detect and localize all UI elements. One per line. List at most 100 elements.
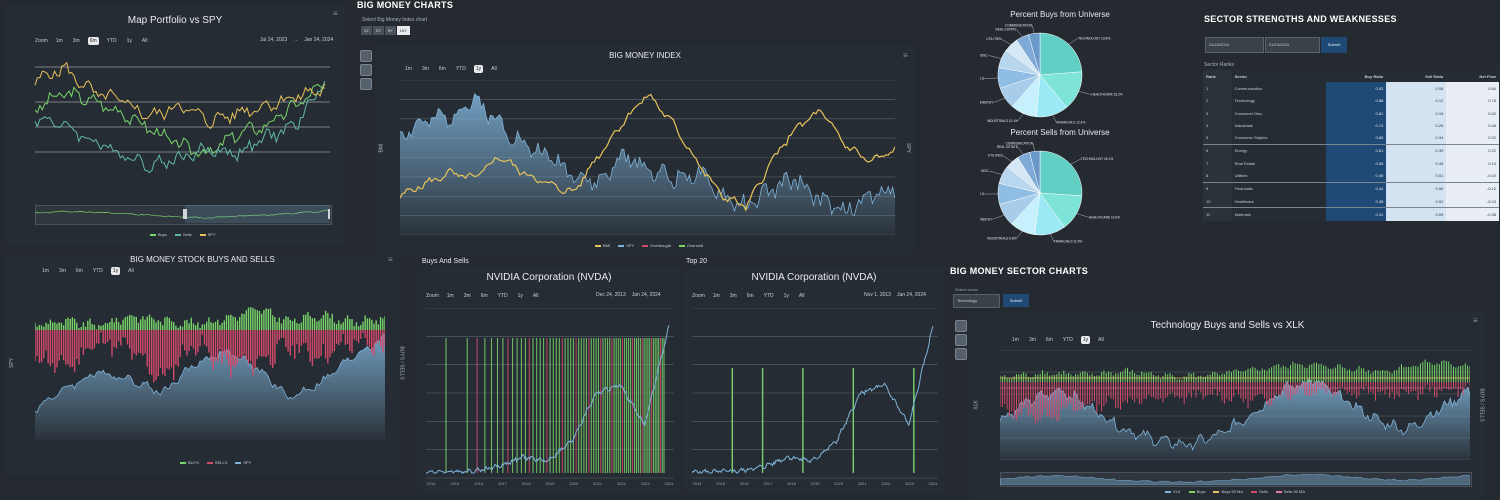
legend-buys[interactable]: BUYS xyxy=(180,460,199,465)
zoom-ytd-button[interactable]: YTD xyxy=(455,66,466,72)
menu-icon[interactable]: ≡ xyxy=(388,255,393,264)
segment-1y[interactable]: 1Y xyxy=(361,26,372,35)
table-row[interactable]: 10 Healthcare 0.38 0.62 -0.24 xyxy=(1203,194,1499,209)
date-from-input[interactable]: Nov 1, 2013 xyxy=(864,292,891,298)
table-row[interactable]: 1 Communication 0.92 0.08 0.84 xyxy=(1203,82,1499,95)
legend-sells[interactable]: SELLS xyxy=(206,460,227,465)
legend-xlk[interactable]: XLK xyxy=(1165,489,1181,494)
zoom-all-button[interactable]: All xyxy=(128,268,134,274)
zoom-6m-button[interactable]: 6m xyxy=(87,37,99,45)
table-row[interactable]: 2 Technology 0.88 0.12 0.76 xyxy=(1203,94,1499,107)
sells-pie-chart[interactable]: TECHNOLOGY 26.1% HEALTHCARE 14.0% FINANCIA… xyxy=(980,138,1150,248)
col-sector[interactable]: Sector xyxy=(1231,70,1327,83)
zoom-3m-button[interactable]: 3m xyxy=(72,38,80,44)
bigmoney-chart[interactable] xyxy=(400,80,895,235)
zoom-1y-button[interactable]: 1y xyxy=(110,267,121,275)
zoom-1y-button[interactable]: 1y xyxy=(1080,336,1091,344)
sector-select[interactable]: Technology xyxy=(953,294,1000,308)
menu-icon[interactable]: ≡ xyxy=(903,51,908,60)
legend-buys[interactable]: Buys xyxy=(150,232,167,237)
table-row[interactable]: 8 Utilities 0.49 0.51 -0.02 xyxy=(1203,169,1499,183)
legend-spy[interactable]: SPY xyxy=(618,243,634,248)
segment-2y[interactable]: 2Y xyxy=(372,26,384,35)
sector-date-input-1[interactable]: 01/24/2024 xyxy=(1205,37,1264,53)
zoom-ytd-button[interactable]: YTD xyxy=(92,268,103,274)
date-to-input[interactable]: Jan 24, 2024 xyxy=(304,37,334,43)
zoom-1y-button[interactable]: 1y xyxy=(783,293,789,299)
sector-submit-button[interactable]: Submit xyxy=(1321,37,1347,53)
table-row[interactable]: 11 Materials 0.31 0.69 -0.38 xyxy=(1203,207,1499,221)
zoom-all-button[interactable]: All xyxy=(798,293,805,299)
zoom-1m-button[interactable]: 1m xyxy=(55,38,63,44)
legend-bmi[interactable]: BMI xyxy=(595,243,610,248)
legend-buys-ma[interactable]: Buys 50 MA xyxy=(1213,489,1243,494)
zoom-all-button[interactable]: All xyxy=(1098,337,1104,343)
pan-icon[interactable] xyxy=(955,334,967,346)
zoom-1y-button[interactable]: 1y xyxy=(126,38,132,44)
menu-icon[interactable]: ≡ xyxy=(333,9,338,18)
stock-buys-chart[interactable] xyxy=(35,285,385,440)
table-row[interactable]: 7 Real Estate 0.55 0.45 0.10 xyxy=(1203,157,1499,170)
zoom-3m-button[interactable]: 3m xyxy=(729,293,737,299)
legend-oversold[interactable]: Oversold xyxy=(679,243,703,248)
pan-icon[interactable] xyxy=(360,64,372,76)
nvda2-chart[interactable]: 2014 2015 2016 2017 2018 2019 2020 2021 2022 2023… xyxy=(692,308,938,488)
zoom-1m-button[interactable]: 1m xyxy=(405,66,412,72)
nvda1-chart[interactable]: 2014 2015 2016 2017 2018 2019 2020 2021 2022 2023… xyxy=(426,308,674,488)
legend-sells[interactable]: Sells xyxy=(1251,489,1268,494)
menu-icon[interactable]: ≡ xyxy=(1473,316,1478,325)
zoom-3m-button[interactable]: 3m xyxy=(58,268,66,274)
portfolio-chart[interactable] xyxy=(30,47,330,197)
zoom-3m-button[interactable]: 3m xyxy=(421,66,429,72)
date-to-input[interactable]: Jan 24, 2024 xyxy=(896,292,926,298)
zoom-ytd-button[interactable]: YTD xyxy=(106,38,117,44)
col-buy-ratio[interactable]: Buy Ratio xyxy=(1326,70,1387,83)
col-rank[interactable]: Rank xyxy=(1203,70,1232,83)
date-from-input[interactable]: Dec 24, 2013 xyxy=(596,292,626,298)
table-row[interactable]: 6 Energy 0.61 0.39 0.22 xyxy=(1203,144,1499,158)
zoom-6m-button[interactable]: 6m xyxy=(1045,337,1053,343)
zoom-1m-button[interactable]: 1m xyxy=(1012,337,1019,343)
zoom-3m-button[interactable]: 3m xyxy=(463,293,471,299)
zoom-icon[interactable] xyxy=(360,50,372,62)
table-row[interactable]: 4 Industrials 0.74 0.26 0.48 xyxy=(1203,119,1499,132)
home-icon[interactable] xyxy=(955,348,967,360)
zoom-6m-button[interactable]: 6m xyxy=(438,66,446,72)
zoom-3m-button[interactable]: 3m xyxy=(1028,337,1036,343)
sector-chart-submit-button[interactable]: Submit xyxy=(1003,294,1029,307)
zoom-6m-button[interactable]: 6m xyxy=(480,293,488,299)
legend-buys[interactable]: Buys xyxy=(1188,489,1205,494)
legend-sells-ma[interactable]: Sells 50 MA xyxy=(1275,489,1305,494)
legend-overbought[interactable]: Overbought xyxy=(642,243,671,248)
legend-spy[interactable]: SPY xyxy=(235,460,251,465)
sector-chart[interactable] xyxy=(1000,350,1470,460)
table-row[interactable]: 9 Financials 0.44 0.56 -0.12 xyxy=(1203,182,1499,195)
zoom-ytd-button[interactable]: YTD xyxy=(1062,337,1073,343)
home-icon[interactable] xyxy=(360,78,372,90)
zoom-all-button[interactable]: All xyxy=(491,66,497,72)
sector-date-input-2[interactable]: 01/24/2024 xyxy=(1265,37,1320,53)
legend-spy[interactable]: SPY xyxy=(199,232,216,237)
buys-pie-chart[interactable]: TECHNOLOGY 23.8% HEALTHCARE 15.2% FINANCIA… xyxy=(980,20,1150,130)
date-from-input[interactable]: Jul 24, 2023 xyxy=(260,37,288,43)
segment-5y[interactable]: 5Y xyxy=(384,26,396,35)
zoom-1m-button[interactable]: 1m xyxy=(42,268,49,274)
zoom-1m-button[interactable]: 1m xyxy=(446,293,454,299)
zoom-6m-button[interactable]: 6m xyxy=(746,293,754,299)
zoom-1y-button[interactable]: 1y xyxy=(517,293,523,299)
table-row[interactable]: 3 Consumer Disc. 0.81 0.19 0.62 xyxy=(1203,106,1499,120)
table-row[interactable]: 5 Consumer Staples 0.66 0.34 0.32 xyxy=(1203,131,1499,145)
zoom-all-button[interactable]: All xyxy=(141,38,148,44)
col-net-flow[interactable]: Net Flow xyxy=(1446,70,1499,83)
zoom-ytd-button[interactable]: YTD xyxy=(763,293,774,299)
legend-sells[interactable]: Sells xyxy=(174,232,192,237)
zoom-6m-button[interactable]: 6m xyxy=(75,268,83,274)
zoom-1m-button[interactable]: 1m xyxy=(712,293,720,299)
col-sell-ratio[interactable]: Sell Ratio xyxy=(1386,70,1447,83)
date-to-input[interactable]: Jan 24, 2024 xyxy=(631,292,661,298)
segment-10y[interactable]: 10Y xyxy=(396,26,410,35)
zoom-icon[interactable] xyxy=(955,320,967,332)
zoom-ytd-button[interactable]: YTD xyxy=(497,293,508,299)
zoom-1y-button[interactable]: 1y xyxy=(473,65,484,73)
zoom-all-button[interactable]: All xyxy=(532,293,539,299)
